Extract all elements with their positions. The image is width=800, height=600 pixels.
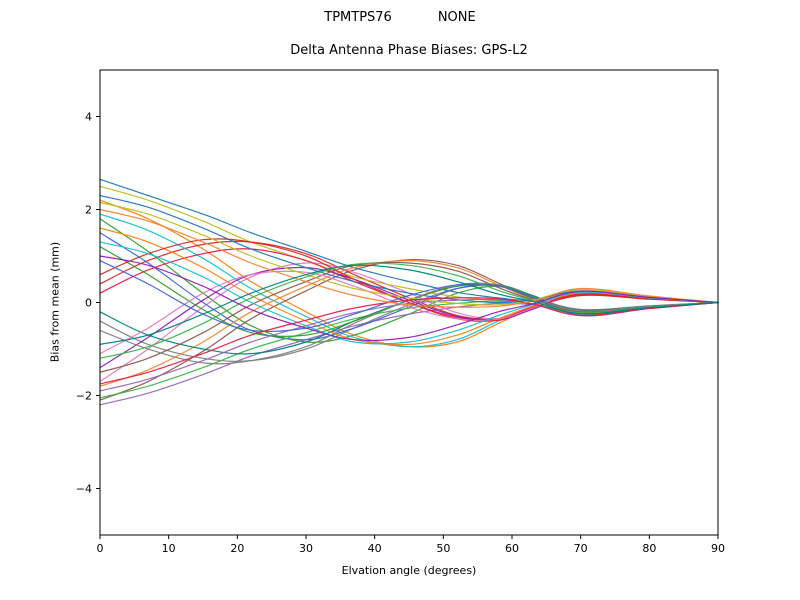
series-line-ant-14 [99, 259, 719, 387]
series-line-ant-10 [99, 213, 719, 348]
series-line-ant-31 [99, 255, 719, 341]
x-tick-label: 0 [97, 542, 104, 555]
x-tick-label: 30 [299, 542, 313, 555]
series-line-ant-13 [99, 300, 719, 399]
suptitle-right: NONE [437, 10, 476, 25]
x-tick-label: 90 [711, 542, 725, 555]
x-tick-label: 70 [574, 542, 588, 555]
series-line-ant-02 [99, 199, 719, 348]
series-line-ant-20 [99, 238, 719, 322]
x-tick-label: 40 [368, 542, 382, 555]
series-line-ant-32 [99, 264, 719, 345]
series-line-ant-17 [99, 195, 719, 304]
x-tick-label: 60 [505, 542, 519, 555]
x-tick-label: 10 [162, 542, 176, 555]
x-tick-label: 50 [436, 542, 450, 555]
x-tick-label: 80 [642, 542, 656, 555]
suptitle-left: TPMTPS76 [324, 10, 392, 25]
x-axis-label: Elvation angle (degrees) [341, 564, 477, 577]
series-line-ant-21 [99, 298, 719, 392]
series-line-ant-25 [99, 201, 719, 306]
series-line-ant-22 [99, 261, 719, 373]
x-tick-label: 20 [230, 542, 244, 555]
y-tick-label: 2 [85, 204, 92, 217]
series-line-ant-29 [99, 262, 719, 359]
y-tick-label: 0 [85, 297, 92, 310]
figure-suptitle: TPMTPS76 NONE [0, 10, 800, 25]
series-line-ant-18 [99, 227, 719, 346]
series-line-ant-23 [99, 270, 719, 355]
y-axis-label: Bias from mean (mm) [48, 241, 62, 363]
series-line-ant-30 [99, 208, 719, 308]
series-line-ant-06 [99, 258, 719, 401]
series-line-ant-26 [99, 241, 719, 345]
y-tick-label: −2 [76, 390, 92, 403]
y-tick-label: −4 [76, 483, 92, 496]
chart-title: Delta Antenna Phase Biases: GPS-L2 [290, 43, 528, 58]
y-tick-label: 4 [85, 111, 92, 124]
series-line-ant-28 [99, 297, 719, 385]
